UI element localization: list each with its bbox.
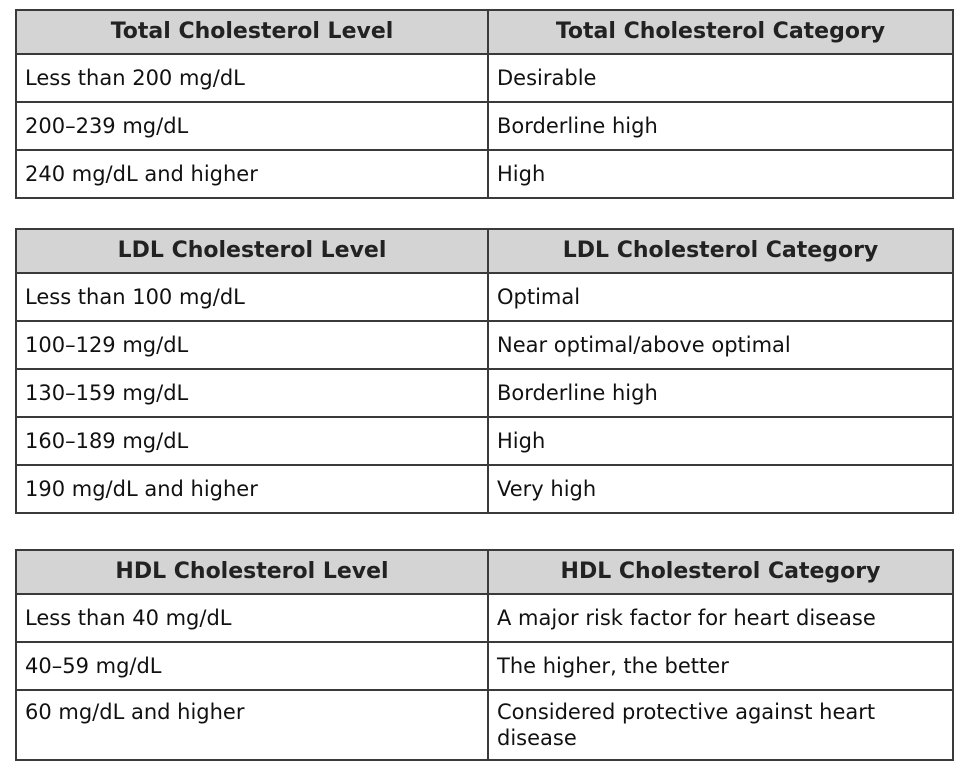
level-cell: 160–189 mg/dL [15, 416, 489, 466]
category-cell: Near optimal/above optimal [487, 320, 954, 370]
level-cell: 100–129 mg/dL [15, 320, 489, 370]
column-header-level: LDL Cholesterol Level [15, 228, 489, 274]
column-header-category: LDL Cholesterol Category [487, 228, 954, 274]
category-cell: Optimal [487, 272, 954, 322]
table-row: 60 mg/dL and higher Considered protectiv… [15, 689, 954, 761]
column-header-category: HDL Cholesterol Category [487, 549, 954, 595]
table-header-row: Total Cholesterol Level Total Cholestero… [15, 9, 954, 55]
category-cell: Considered protective against heart dise… [487, 689, 954, 761]
category-cell: High [487, 416, 954, 466]
table-row: 100–129 mg/dL Near optimal/above optimal [15, 320, 954, 370]
category-cell: Very high [487, 464, 954, 514]
level-cell: Less than 200 mg/dL [15, 53, 489, 103]
level-cell: 200–239 mg/dL [15, 101, 489, 151]
table-row: 190 mg/dL and higher Very high [15, 464, 954, 514]
level-cell: Less than 100 mg/dL [15, 272, 489, 322]
table-row: 130–159 mg/dL Borderline high [15, 368, 954, 418]
column-header-category: Total Cholesterol Category [487, 9, 954, 55]
level-cell: 240 mg/dL and higher [15, 149, 489, 199]
category-cell: Borderline high [487, 101, 954, 151]
hdl-cholesterol-table: HDL Cholesterol Level HDL Cholesterol Ca… [15, 549, 954, 761]
table-row: 160–189 mg/dL High [15, 416, 954, 466]
table-header-row: HDL Cholesterol Level HDL Cholesterol Ca… [15, 549, 954, 595]
table-row: Less than 100 mg/dL Optimal [15, 272, 954, 322]
table-row: 40–59 mg/dL The higher, the better [15, 641, 954, 691]
table-header-row: LDL Cholesterol Level LDL Cholesterol Ca… [15, 228, 954, 274]
table-row: 240 mg/dL and higher High [15, 149, 954, 199]
ldl-cholesterol-table: LDL Cholesterol Level LDL Cholesterol Ca… [15, 228, 954, 514]
total-cholesterol-table: Total Cholesterol Level Total Cholestero… [15, 9, 954, 199]
column-header-level: Total Cholesterol Level [15, 9, 489, 55]
column-header-level: HDL Cholesterol Level [15, 549, 489, 595]
level-cell: 130–159 mg/dL [15, 368, 489, 418]
level-cell: Less than 40 mg/dL [15, 593, 489, 643]
table-row: Less than 40 mg/dL A major risk factor f… [15, 593, 954, 643]
level-cell: 190 mg/dL and higher [15, 464, 489, 514]
category-cell: A major risk factor for heart disease [487, 593, 954, 643]
category-cell: High [487, 149, 954, 199]
level-cell: 60 mg/dL and higher [15, 689, 489, 761]
table-row: 200–239 mg/dL Borderline high [15, 101, 954, 151]
category-cell: The higher, the better [487, 641, 954, 691]
category-cell: Borderline high [487, 368, 954, 418]
category-cell: Desirable [487, 53, 954, 103]
table-row: Less than 200 mg/dL Desirable [15, 53, 954, 103]
level-cell: 40–59 mg/dL [15, 641, 489, 691]
